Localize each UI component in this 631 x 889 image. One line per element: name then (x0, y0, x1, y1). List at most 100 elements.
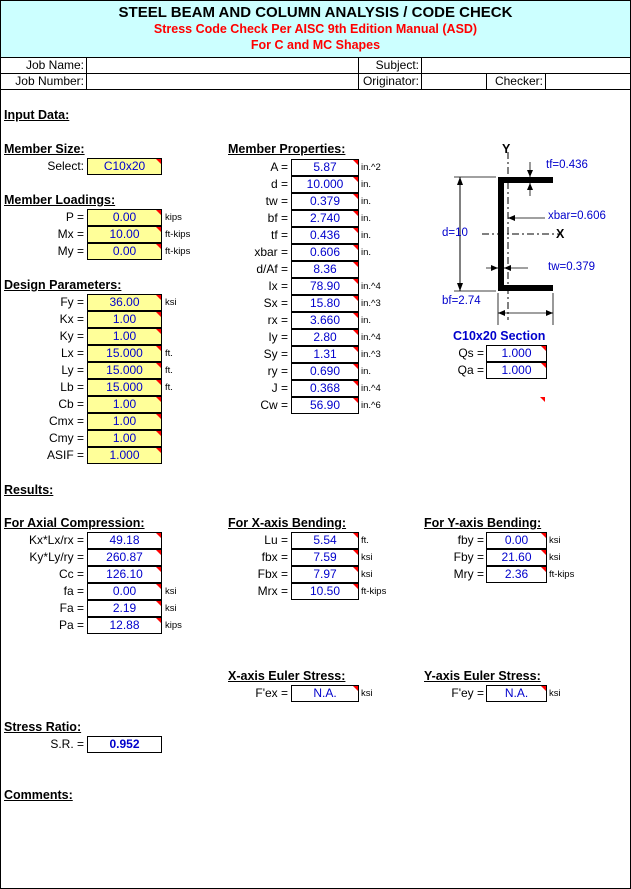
property-value: 15.80 (291, 295, 359, 312)
comment-marker-icon (156, 329, 161, 334)
grid-line (486, 73, 487, 89)
x-bending-result-value-text: 10.50 (309, 584, 341, 598)
y-euler-label: F'ey = (451, 686, 484, 700)
grid-line (545, 73, 546, 89)
design-param-label: Lx = (60, 346, 84, 360)
property-value-text: 0.379 (309, 194, 341, 208)
x-bending-result-unit: ksi (361, 552, 373, 563)
property-label: tf = (270, 228, 288, 242)
comment-marker-icon (353, 177, 358, 182)
axial-result-value: 49.18 (87, 532, 162, 549)
comment-marker-icon (156, 601, 161, 606)
property-value-text: 2.740 (309, 211, 341, 225)
comment-marker-icon (541, 567, 546, 572)
property-label: bf = (267, 211, 288, 225)
comment-marker-icon (156, 210, 161, 215)
x-bending-result-label: Fbx = (257, 567, 288, 581)
job-name-field[interactable] (87, 58, 357, 72)
axial-result-value: 12.88 (87, 617, 162, 634)
axial-result-value: 260.87 (87, 549, 162, 566)
design-param-value-text: 1.00 (112, 414, 137, 428)
property-value: 2.740 (291, 210, 359, 227)
design-param-value[interactable]: 1.00 (87, 430, 162, 447)
property-label: Cw = (260, 398, 288, 412)
design-parameters-heading: Design Parameters: (4, 278, 122, 292)
axial-result-label: Kx*Lx/rx = (28, 533, 84, 547)
property-label: A = (270, 160, 288, 174)
design-param-value[interactable]: 15.000 (87, 362, 162, 379)
subject-field[interactable] (422, 58, 629, 72)
checker-field[interactable] (546, 74, 629, 88)
y-bending-result-label: Mry = (453, 567, 484, 581)
y-bending-result-label: fby = (457, 533, 484, 547)
y-euler-unit: ksi (549, 688, 561, 699)
axial-result-unit: kips (165, 620, 182, 631)
design-param-unit: ksi (165, 297, 177, 308)
results-heading: Results: (4, 483, 54, 497)
property-label: tw = (265, 194, 288, 208)
x-euler-value: N.A. (291, 685, 359, 702)
x-bending-result-unit: ft-kips (361, 586, 387, 597)
loading-label: Mx = (57, 227, 84, 241)
y-euler-heading: Y-axis Euler Stress: (424, 669, 541, 683)
loading-value[interactable]: 0.00 (87, 243, 162, 260)
property-unit: in.^4 (361, 281, 381, 292)
originator-field[interactable] (422, 74, 485, 88)
comments-heading: Comments: (4, 788, 73, 802)
x-bending-result-label: Lu = (264, 533, 288, 547)
property-value-text: 8.36 (313, 262, 337, 276)
job-number-field[interactable] (87, 74, 357, 88)
design-param-unit: ft. (165, 348, 173, 359)
xbar-arrow-icon (508, 215, 515, 221)
property-label: ry = (267, 364, 288, 378)
y-axis-label: Y (502, 142, 511, 156)
x-bending-result-unit: ft. (361, 535, 369, 546)
comments-area[interactable] (4, 808, 624, 884)
channel-section-diagram (454, 152, 560, 325)
member-size-value: C10x20 (103, 159, 146, 173)
axial-result-label: Pa = (58, 618, 84, 632)
design-param-value[interactable]: 1.000 (87, 447, 162, 464)
design-param-value[interactable]: 36.00 (87, 294, 162, 311)
comment-marker-icon (156, 227, 161, 232)
job-number-label: Job Number: (15, 74, 84, 88)
design-param-value[interactable]: 1.00 (87, 311, 162, 328)
xbar-label: xbar=0.606 (548, 210, 606, 222)
comment-marker-icon (353, 533, 358, 538)
property-label: d = (270, 177, 288, 191)
design-param-label: Cmx = (48, 414, 84, 428)
x-axis-label: X (556, 227, 565, 241)
comment-marker-icon (156, 567, 161, 572)
grid-line (0, 89, 631, 90)
member-size-select[interactable]: C10x20 (87, 158, 162, 175)
section-factor-value: 1.000 (486, 345, 547, 362)
design-param-value-text: 1.00 (112, 329, 137, 343)
design-param-value[interactable]: 15.000 (87, 345, 162, 362)
design-param-value[interactable]: 15.000 (87, 379, 162, 396)
property-value-text: 0.606 (309, 245, 341, 259)
property-label: Iy = (268, 330, 288, 344)
comment-marker-icon (353, 381, 358, 386)
section-factor-value-text: 1.000 (501, 363, 532, 377)
property-value-text: 3.660 (309, 313, 341, 327)
loading-value[interactable]: 0.00 (87, 209, 162, 226)
property-unit: in. (361, 315, 372, 326)
design-param-value[interactable]: 1.00 (87, 413, 162, 430)
design-param-unit: ft. (165, 382, 173, 393)
member-loadings-heading: Member Loadings: (4, 193, 116, 207)
section-factor-label: Qa = (457, 363, 484, 377)
loading-value[interactable]: 10.00 (87, 226, 162, 243)
y-bending-result-value-text: 2.36 (504, 567, 529, 581)
y-bending-result-value: 0.00 (486, 532, 547, 549)
axial-result-value: 126.10 (87, 566, 162, 583)
bf-label: bf=2.74 (442, 295, 481, 307)
comment-marker-icon (156, 295, 161, 300)
tf-label: tf=0.436 (546, 159, 588, 171)
design-param-value[interactable]: 1.00 (87, 396, 162, 413)
page-subtitle-2: For C and MC Shapes (250, 38, 381, 52)
design-param-label: Cmy = (48, 431, 84, 445)
design-param-value[interactable]: 1.00 (87, 328, 162, 345)
comment-marker-icon (156, 159, 161, 164)
comment-marker-icon (156, 397, 161, 402)
comment-marker-icon (353, 228, 358, 233)
